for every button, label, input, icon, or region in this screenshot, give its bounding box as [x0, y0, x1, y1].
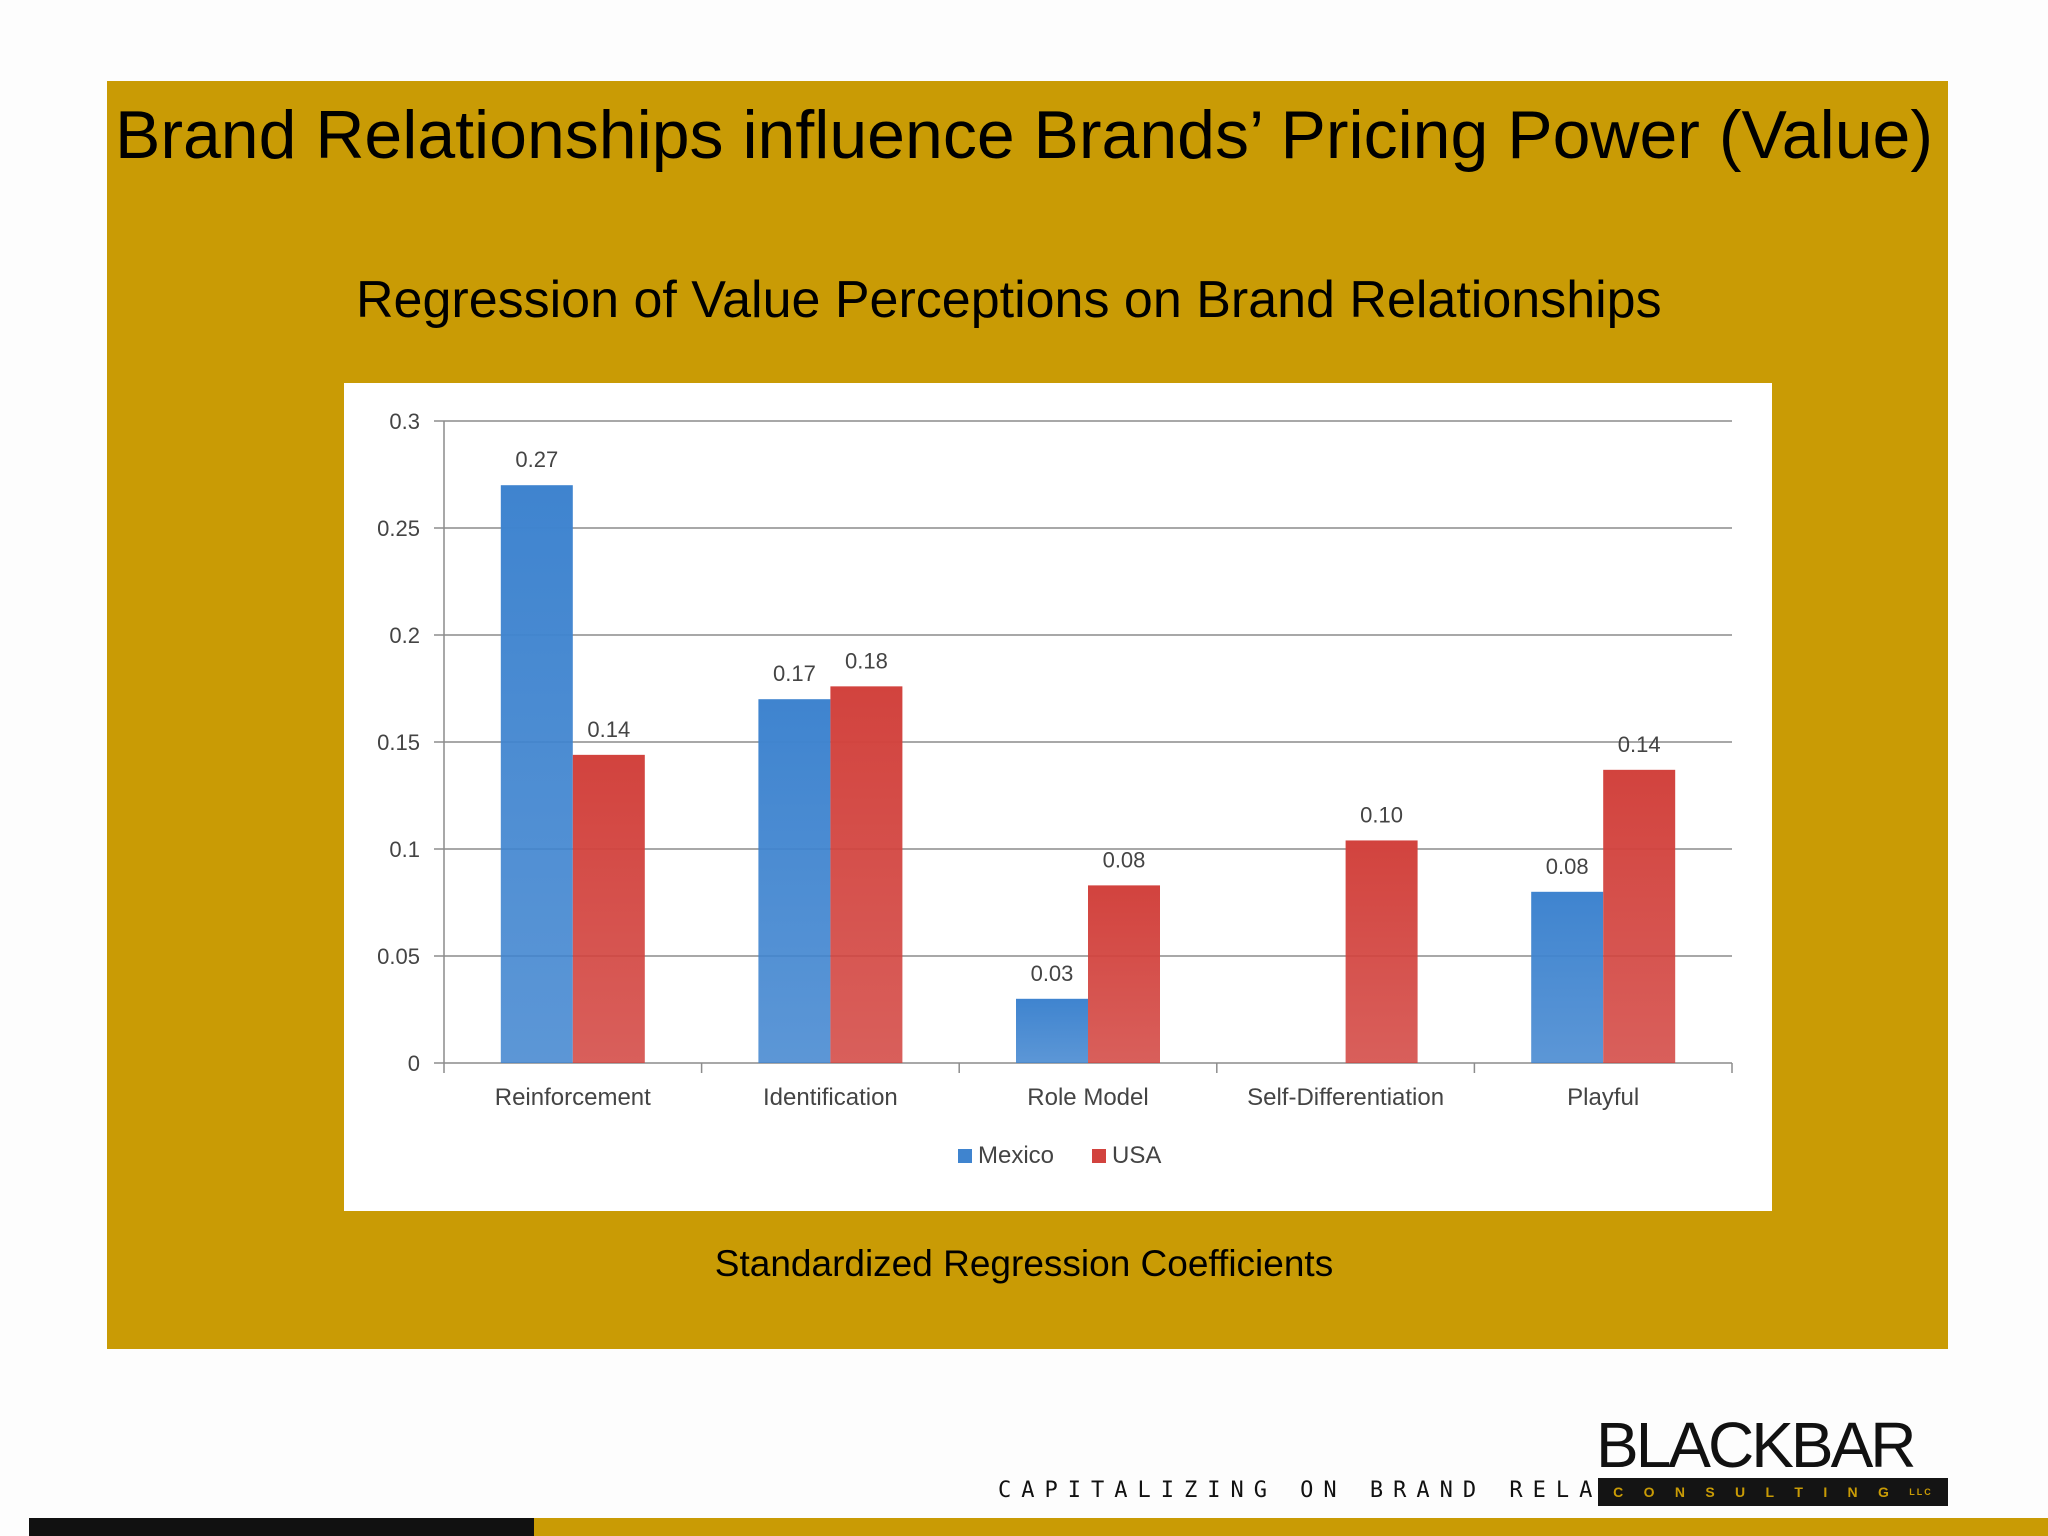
y-tick-label: 0 — [408, 1051, 420, 1076]
data-label: 0.27 — [515, 447, 558, 472]
logo-sub-letter: C — [1613, 1484, 1626, 1500]
slide-subtitle: Regression of Value Perceptions on Brand… — [356, 271, 1662, 329]
footer-stripe-gold — [534, 1518, 2048, 1536]
data-label: 0.08 — [1103, 847, 1146, 872]
bar-usa — [830, 686, 903, 1063]
y-tick-label: 0.25 — [377, 516, 420, 541]
chart-caption: Standardized Regression Coefficients — [714, 1243, 1334, 1284]
logo-sub-letter: N — [1847, 1484, 1860, 1500]
x-tick-label: Self-Differentiation — [1247, 1084, 1444, 1111]
bar-usa — [1088, 885, 1160, 1063]
data-label: 0.14 — [1618, 732, 1661, 757]
y-tick-label: 0.05 — [377, 944, 420, 969]
footer-stripe-black — [29, 1518, 534, 1536]
bar-chart: 0 0.05 0.1 0.15 0.2 0.25 0.3 Reinforcement Ident… — [377, 409, 1733, 1169]
logo-suffix: LLC — [1909, 1487, 1933, 1497]
x-tick-label: Role Model — [1027, 1084, 1148, 1111]
legend-label-usa: USA — [1112, 1142, 1161, 1169]
data-label: 0.18 — [845, 648, 888, 673]
legend-swatch-usa — [1092, 1149, 1106, 1163]
y-tick-label: 0.1 — [389, 837, 420, 862]
bar-usa — [1345, 840, 1418, 1063]
logo-sub-letter: O — [1643, 1484, 1657, 1500]
data-label: 0.14 — [587, 717, 630, 742]
bar-usa — [572, 754, 645, 1063]
x-tick-label: Identification — [763, 1084, 898, 1111]
logo-subbar: C O N S U L T I N G LLC — [1598, 1478, 1948, 1506]
bar-mexico — [500, 485, 573, 1063]
logo-sub-letter: I — [1823, 1484, 1830, 1500]
y-tick-label: 0.2 — [389, 623, 420, 648]
data-label: 0.03 — [1031, 961, 1074, 986]
bar-mexico — [1016, 998, 1088, 1063]
legend-label-mexico: Mexico — [978, 1142, 1054, 1169]
bar-mexico — [758, 699, 831, 1063]
logo-sub-letter: T — [1794, 1484, 1805, 1500]
data-label: 0.08 — [1546, 854, 1589, 879]
legend-swatch-mexico — [958, 1149, 972, 1163]
bar-mexico — [1531, 891, 1604, 1063]
bar-usa — [1603, 769, 1676, 1063]
logo-sub-letter: G — [1878, 1484, 1891, 1500]
x-tick-label: Reinforcement — [495, 1084, 651, 1111]
logo-sub-letter: N — [1674, 1484, 1687, 1500]
y-tick-label: 0.3 — [389, 409, 420, 434]
slide-title: Brand Relationships influence Brands’ Pr… — [114, 97, 1934, 173]
logo-sub-letter: S — [1705, 1484, 1717, 1500]
x-tick-label: Playful — [1567, 1084, 1639, 1111]
data-label: 0.17 — [773, 661, 816, 686]
chart-card: 0 0.05 0.1 0.15 0.2 0.25 0.3 Reinforcement Ident… — [344, 383, 1772, 1211]
logo-sub-letter: L — [1765, 1484, 1777, 1500]
data-label: 0.10 — [1360, 802, 1403, 827]
y-tick-label: 0.15 — [377, 730, 420, 755]
logo-wordmark: BLACKBAR — [1596, 1409, 1916, 1481]
logo-sub-letter: U — [1735, 1484, 1748, 1500]
